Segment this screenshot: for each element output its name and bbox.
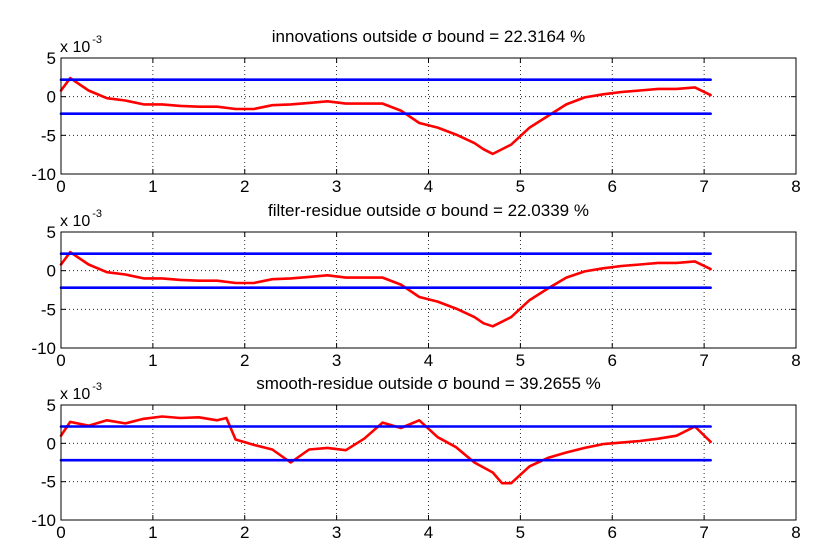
x-tick-label: 4 [424,523,433,542]
x-tick-label: 5 [516,523,525,542]
x-tick-label: 7 [699,523,708,542]
x-tick-label: 1 [148,351,157,370]
y-tick-label: -10 [31,511,56,530]
y-axis-multiplier-exponent: -3 [92,34,102,46]
x-tick-label: 1 [148,177,157,196]
y-axis-multiplier: x 10 -3 [60,34,102,56]
x-tick-label: 8 [791,523,800,542]
plot-area [61,58,796,174]
residual-series-line [59,76,712,156]
x-tick-label: 2 [240,351,249,370]
y-tick-label: -10 [31,165,56,184]
x-tick-label: 2 [240,177,249,196]
residual-series-line [59,415,712,485]
y-tick-label: 0 [47,262,56,281]
x-tick-label: 0 [56,523,65,542]
x-tick-label: 6 [608,177,617,196]
x-tick-label: 0 [56,351,65,370]
x-tick-label: 4 [424,177,433,196]
y-tick-label: 5 [47,49,56,68]
x-tick-label: 7 [699,177,708,196]
x-tick-label: 3 [332,523,341,542]
x-tick-label: 8 [791,177,800,196]
y-tick-label: 5 [47,223,56,242]
subplot-title: smooth-residue outside σ bound = 39.2655… [256,374,601,393]
x-tick-label: 8 [791,351,800,370]
x-tick-label: 7 [699,351,708,370]
plot-area [61,232,796,348]
x-tick-label: 6 [608,523,617,542]
x-tick-label: 3 [332,351,341,370]
y-tick-label: -5 [41,300,56,319]
y-axis-multiplier-exponent: -3 [92,381,102,393]
x-tick-label: 4 [424,351,433,370]
x-tick-label: 2 [240,523,249,542]
x-tick-label: 3 [332,177,341,196]
y-tick-label: -5 [41,473,56,492]
y-axis-multiplier-base: x 10 [60,39,90,56]
y-axis-multiplier-base: x 10 [60,386,90,403]
x-tick-label: 1 [148,523,157,542]
subplot-title: innovations outside σ bound = 22.3164 % [272,27,585,46]
y-axis-multiplier-base: x 10 [60,213,90,230]
y-tick-label: -5 [41,126,56,145]
y-tick-label: -10 [31,339,56,358]
x-tick-label: 5 [516,177,525,196]
plot-area [61,405,796,520]
x-tick-label: 5 [516,351,525,370]
y-axis-multiplier: x 10 -3 [60,381,102,403]
y-axis-multiplier: x 10 -3 [60,208,102,230]
y-tick-label: 0 [47,88,56,107]
subplot-title: filter-residue outside σ bound = 22.0339… [268,201,589,220]
y-tick-label: 0 [47,434,56,453]
x-tick-label: 6 [608,351,617,370]
y-axis-multiplier-exponent: -3 [92,208,102,220]
y-tick-label: 5 [47,396,56,415]
x-tick-label: 0 [56,177,65,196]
residual-series-line [59,250,712,328]
